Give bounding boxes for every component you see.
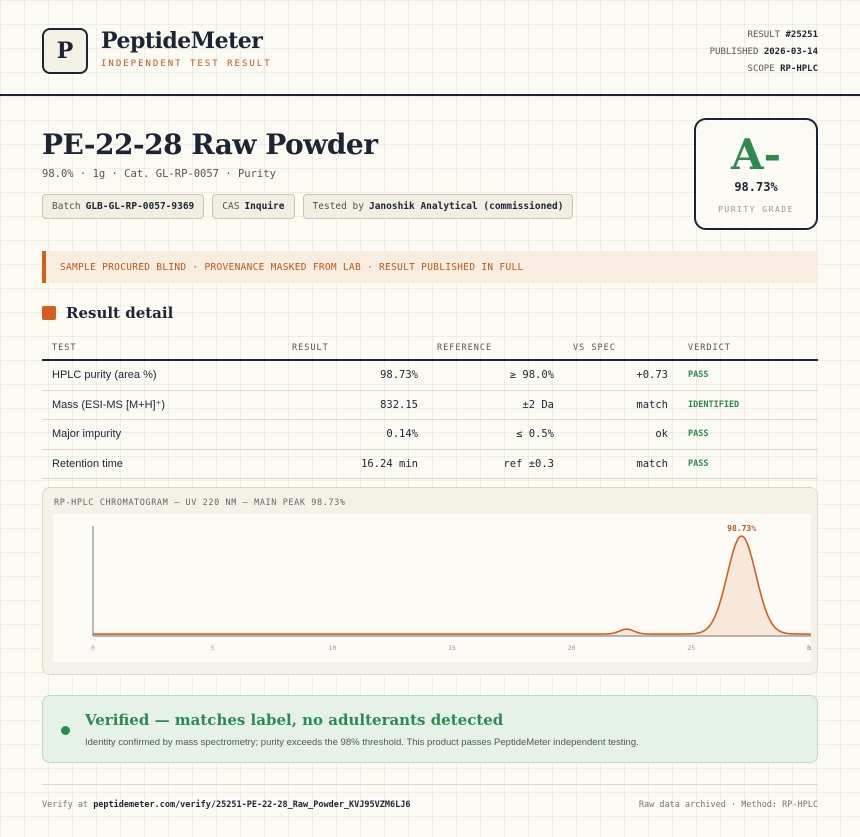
cell-test: HPLC purity (area %) — [52, 369, 157, 382]
header-test: TEST — [52, 343, 77, 353]
table-row: Retention time 16.24 min ref ±0.3 match … — [42, 450, 818, 479]
section-title: Result detail — [66, 304, 174, 322]
cell-result: 832.15 — [380, 398, 418, 411]
footer-verify: Verify at peptidemeter.com/verify/25251-… — [42, 800, 410, 810]
brand-name: PeptideMeter — [101, 28, 263, 54]
cell-test: Retention time — [52, 457, 123, 470]
cell-test: Mass (ESI-MS [M+H]⁺) — [52, 399, 166, 412]
table-header: TEST RESULT REFERENCE VS SPEC VERDICT — [42, 337, 818, 361]
cell-verdict: PASS — [688, 429, 709, 440]
verified-description: Identity confirmed by mass spectrometry;… — [85, 737, 639, 748]
section-marker-icon — [42, 306, 56, 320]
procurement-banner: SAMPLE PROCURED BLIND · PROVENANCE MASKE… — [42, 251, 818, 283]
logo-letter: P — [56, 38, 74, 64]
cell-reference: ≤ 0.5% — [516, 428, 554, 441]
x-tick-label: 20 — [568, 644, 576, 652]
header-verdict: VERDICT — [688, 343, 731, 353]
x-tick-label: 25 — [687, 644, 695, 652]
table-row: Major impurity 0.14% ≤ 0.5% ok PASS — [42, 420, 818, 450]
verified-banner: Verified — matches label, no adulterants… — [42, 695, 818, 763]
chromatogram-title: RP-HPLC CHROMATOGRAM — UV 220 NM — MAIN … — [54, 498, 346, 508]
x-tick-labels: 0 5 10 15 20 25 30min — [91, 644, 811, 652]
grade-value: 98.73% — [734, 180, 778, 194]
x-tick-label: 15 — [448, 644, 456, 652]
cell-vs-spec: +0.73 — [636, 369, 668, 382]
header-result: RESULT — [292, 343, 329, 353]
cell-test: Major impurity — [52, 428, 122, 441]
peak-label: 98.73% — [727, 524, 756, 533]
cell-verdict: PASS — [688, 458, 709, 469]
footer: Verify at peptidemeter.com/verify/25251-… — [42, 784, 818, 820]
product-chips: Batch GLB-GL-RP-0057-9369 CAS Inquire Test… — [42, 194, 574, 219]
section-heading: Result detail — [42, 304, 173, 322]
table-row: HPLC purity (area %) 98.73% ≥ 98.0% +0.7… — [42, 361, 818, 391]
chip-tested-by: Tested by Janoshik Analytical (commission… — [302, 194, 574, 219]
cell-vs-spec: match — [636, 398, 668, 411]
meta-published: PUBLISHED 2026-03-14 — [709, 47, 818, 57]
table-row: Mass (ESI-MS [M+H]⁺) 832.15 ±2 Da match … — [42, 391, 818, 420]
cell-verdict: PASS — [688, 370, 709, 381]
cell-result: 0.14% — [386, 428, 418, 441]
result-table: TEST RESULT REFERENCE VS SPEC VERDICT HP… — [42, 337, 818, 479]
grade-letter: A- — [730, 130, 782, 179]
chromatogram-line — [93, 535, 811, 635]
verified-title: Verified — matches label, no adulterants… — [85, 711, 504, 729]
brand-logo[interactable]: P — [42, 28, 88, 74]
brand-subtitle: INDEPENDENT TEST RESULT — [101, 59, 272, 69]
grade-label: PURITY GRADE — [718, 205, 794, 214]
result-meta: RESULT #25251 PUBLISHED 2026-03-14 SCOPE… — [710, 27, 818, 78]
cell-vs-spec: match — [636, 457, 668, 470]
cell-reference: ≥ 98.0% — [509, 369, 554, 382]
cell-result: 16.24 min — [361, 457, 418, 470]
chip-batch: Batch GLB-GL-RP-0057-9369 — [42, 194, 205, 219]
product-title: PE-22-28 Raw Powder — [42, 128, 378, 161]
header: P PeptideMeter INDEPENDENT TEST RESULT R… — [0, 0, 860, 96]
x-tick-label: 5 — [211, 644, 215, 652]
cell-reference: ±2 Da — [522, 398, 554, 411]
x-tick-label: 0 — [91, 644, 95, 652]
chip-cas: CAS Inquire — [212, 194, 295, 219]
cell-vs-spec: ok — [655, 428, 668, 441]
purity-grade-card: A- 98.73% PURITY GRADE — [694, 118, 818, 230]
chromatogram-panel: RP-HPLC CHROMATOGRAM — UV 220 NM — MAIN … — [42, 487, 818, 675]
x-tick-label: 10 — [328, 644, 336, 652]
verify-prefix: Verify at — [42, 800, 89, 810]
cell-reference: ref ±0.3 — [503, 457, 554, 470]
meta-result: RESULT #25251 — [747, 30, 818, 40]
verify-link[interactable]: peptidemeter.com/verify/25251-PE-22-28_R… — [93, 800, 411, 810]
chromatogram-area — [93, 536, 811, 636]
header-vs-spec: VS SPEC — [573, 343, 616, 353]
footer-method: Raw data archived · Method: RP-HPLC — [638, 800, 818, 810]
cell-verdict: IDENTIFIED — [688, 399, 740, 410]
header-reference: REFERENCE — [437, 343, 493, 353]
chromatogram-chart: 98.73% 0 5 10 15 20 25 30min — [53, 514, 811, 662]
x-tick-label: 30 — [807, 644, 811, 652]
verified-dot-icon — [61, 726, 70, 735]
meta-scope: SCOPE RP-HPLC — [747, 64, 818, 74]
chart-plot-area — [53, 514, 811, 662]
x-unit-label: min — [807, 644, 811, 652]
cell-result: 98.73% — [380, 369, 418, 382]
product-subline: 98.0% · 1g · Cat. GL-RP-0057 · Purity — [42, 168, 276, 180]
